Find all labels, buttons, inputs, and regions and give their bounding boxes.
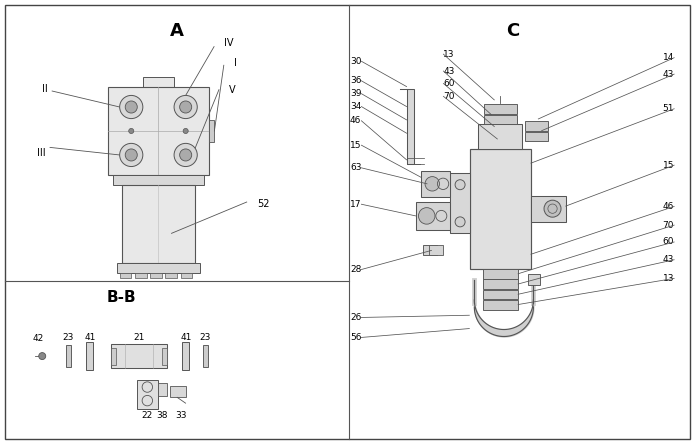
Bar	[137, 380, 158, 408]
Circle shape	[544, 200, 561, 217]
Text: 70: 70	[443, 92, 455, 101]
Text: A: A	[170, 22, 184, 40]
Circle shape	[425, 177, 439, 191]
Text: 26: 26	[350, 313, 361, 322]
Text: 15: 15	[350, 141, 361, 150]
Circle shape	[120, 143, 143, 166]
Text: 13: 13	[443, 50, 455, 59]
Bar	[135, 273, 147, 278]
Bar	[111, 344, 167, 369]
Text: 43: 43	[443, 67, 455, 75]
Bar	[111, 348, 115, 365]
Text: C: C	[506, 22, 520, 40]
Text: 13: 13	[662, 274, 674, 283]
Text: IV: IV	[224, 38, 234, 48]
Bar	[478, 124, 523, 149]
Bar	[482, 300, 518, 309]
Bar	[484, 115, 517, 124]
Text: 46: 46	[663, 202, 674, 211]
Circle shape	[455, 180, 465, 190]
Text: 60: 60	[662, 238, 674, 246]
Bar	[86, 342, 93, 370]
Text: 52: 52	[257, 199, 270, 209]
Circle shape	[179, 149, 192, 161]
Bar	[163, 348, 167, 365]
Bar	[120, 273, 131, 278]
Text: 51: 51	[662, 104, 674, 113]
Text: 46: 46	[350, 116, 361, 125]
Text: II: II	[42, 84, 47, 94]
Text: 36: 36	[350, 76, 361, 85]
Text: V: V	[229, 85, 236, 95]
Bar	[202, 345, 208, 367]
Bar	[113, 175, 204, 185]
Bar	[65, 345, 71, 367]
Text: 41: 41	[85, 333, 96, 342]
Bar	[484, 104, 517, 114]
Text: 41: 41	[181, 333, 192, 342]
Text: 33: 33	[175, 411, 186, 420]
Bar	[165, 273, 177, 278]
Text: 21: 21	[133, 333, 145, 342]
Bar	[525, 121, 548, 131]
Text: I: I	[234, 59, 236, 68]
Text: 15: 15	[662, 161, 674, 170]
Circle shape	[39, 353, 46, 360]
Bar	[170, 386, 186, 397]
Text: 63: 63	[350, 163, 361, 172]
Bar	[209, 120, 214, 142]
Circle shape	[179, 101, 192, 113]
Bar	[482, 289, 518, 299]
Text: 43: 43	[663, 255, 674, 264]
Text: 14: 14	[663, 53, 674, 62]
Bar	[450, 173, 470, 233]
Circle shape	[418, 208, 435, 224]
Text: III: III	[37, 148, 45, 158]
Text: 43: 43	[663, 70, 674, 79]
Text: 39: 39	[350, 89, 361, 98]
Bar	[108, 87, 209, 175]
Bar	[117, 263, 199, 273]
Circle shape	[125, 101, 138, 113]
Circle shape	[125, 149, 138, 161]
Bar	[525, 131, 548, 141]
Text: 70: 70	[662, 221, 674, 230]
Circle shape	[183, 128, 188, 134]
Text: 28: 28	[350, 265, 361, 274]
Text: 60: 60	[443, 79, 455, 88]
Bar	[143, 77, 174, 87]
Circle shape	[174, 95, 197, 119]
Text: 30: 30	[350, 57, 361, 66]
Bar	[182, 342, 189, 370]
Text: 23: 23	[199, 333, 211, 342]
Circle shape	[174, 143, 197, 166]
Bar	[150, 273, 162, 278]
Bar	[482, 269, 518, 279]
Bar	[416, 202, 450, 230]
Bar	[423, 245, 436, 255]
Text: 34: 34	[350, 102, 361, 111]
Circle shape	[455, 217, 465, 227]
Circle shape	[120, 95, 143, 119]
Bar	[407, 89, 414, 164]
Circle shape	[129, 128, 134, 134]
Text: 17: 17	[350, 200, 361, 209]
Circle shape	[432, 246, 441, 254]
Bar	[470, 149, 531, 269]
Bar	[528, 274, 541, 285]
Text: 56: 56	[350, 333, 361, 342]
Bar	[531, 196, 566, 222]
Bar	[482, 279, 518, 289]
Bar	[430, 246, 443, 255]
Bar	[421, 171, 450, 197]
Text: 38: 38	[156, 411, 168, 420]
Text: 23: 23	[63, 333, 74, 342]
Bar	[122, 185, 195, 263]
Text: B-B: B-B	[107, 290, 136, 305]
Text: 22: 22	[142, 411, 153, 420]
Bar	[158, 383, 167, 396]
Bar	[181, 273, 193, 278]
Text: 42: 42	[33, 334, 44, 343]
